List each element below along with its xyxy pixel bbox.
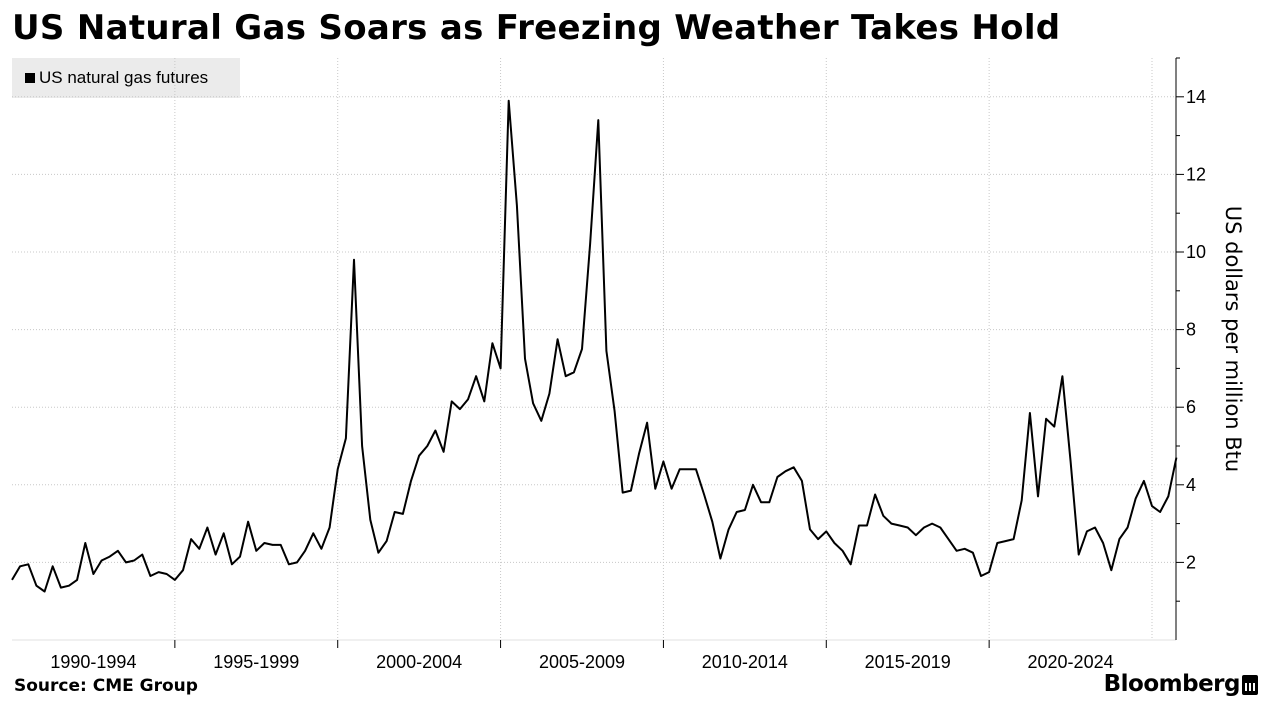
y-tick-label-2: 2 bbox=[1186, 552, 1196, 572]
y-tick-label-12: 12 bbox=[1186, 164, 1206, 184]
y-tick-label-6: 6 bbox=[1186, 397, 1196, 417]
x-tick-label: 1990-1994 bbox=[50, 652, 136, 672]
y-axis-title: US dollars per million Btu bbox=[1221, 206, 1245, 472]
series-line-0 bbox=[11, 99, 1178, 593]
gridlines bbox=[12, 58, 1176, 641]
brand-logo: Bloomberg bbox=[1103, 671, 1241, 697]
bloomberg-icon bbox=[1242, 675, 1258, 695]
series-group bbox=[11, 99, 1178, 593]
x-axis-labels: 1990-1994 1995-1999 2000-2004 2005-2009 2010… bbox=[50, 640, 1114, 672]
x-tick-label: 2015-2019 bbox=[865, 652, 951, 672]
chart-title: US Natural Gas Soars as Freezing Weather… bbox=[12, 8, 1061, 48]
y-tick-label-8: 8 bbox=[1186, 320, 1196, 340]
x-tick-label: 2020-2024 bbox=[1028, 652, 1114, 672]
x-tick-label: 2010-2014 bbox=[702, 652, 788, 672]
x-tick-label: 2005-2009 bbox=[539, 652, 625, 672]
x-tick-label: 2000-2004 bbox=[376, 652, 462, 672]
x-tick-label: 1995-1999 bbox=[213, 652, 299, 672]
source-note: Source: CME Group bbox=[14, 676, 198, 696]
y-tick-label-4: 4 bbox=[1186, 475, 1196, 495]
legend-swatch bbox=[25, 73, 35, 83]
y-tick-label-10: 10 bbox=[1186, 242, 1206, 262]
y-axis: 2 4 6 8 10 12 14 bbox=[1175, 57, 1206, 640]
legend-label: US natural gas futures bbox=[39, 68, 209, 87]
legend: US natural gas futures bbox=[12, 58, 240, 98]
y-tick-label-14: 14 bbox=[1186, 87, 1206, 107]
